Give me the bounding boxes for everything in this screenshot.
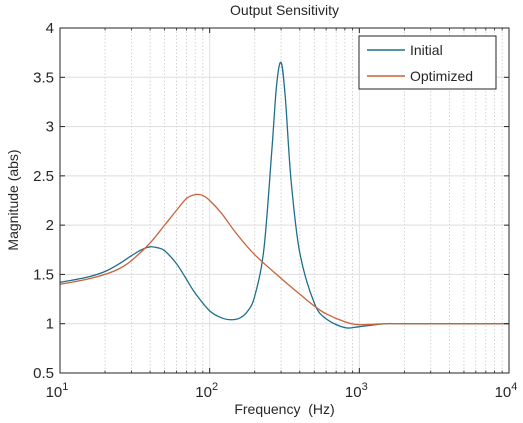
y-tick-label: 4	[46, 20, 54, 37]
x-axis-label: Frequency (Hz)	[234, 401, 334, 417]
y-tick-label: 3	[46, 119, 54, 136]
y-tick-labels: 0.5 1 1.5 2 2.5 3 3.5 4	[33, 20, 54, 382]
y-tick-label: 1	[46, 316, 54, 333]
y-axis-label: Magnitude (abs)	[5, 149, 21, 250]
legend-box	[358, 35, 497, 90]
chart-title: Output Sensitivity	[230, 2, 339, 18]
y-tick-label: 2	[46, 217, 54, 234]
axes-box	[59, 27, 510, 374]
series-line-optimized	[59, 193, 509, 326]
x-tick-label: 102	[195, 381, 218, 401]
x-tick-label: 103	[345, 381, 368, 401]
y-tick-label: 2.5	[33, 168, 54, 185]
x-tick-label: 104	[495, 381, 518, 401]
minor-grid	[104, 28, 503, 373]
tick-marks	[59, 27, 510, 374]
legend-label-optimized: Optimized	[410, 68, 473, 84]
series-layer	[59, 61, 509, 329]
y-tick-label: 0.5	[33, 365, 54, 382]
legend-label-initial: Initial	[410, 42, 443, 58]
x-tick-labels: 101 102 103 104	[46, 381, 518, 401]
y-tick-label: 1.5	[33, 266, 54, 283]
x-tick-label: 101	[46, 381, 69, 401]
y-tick-label: 3.5	[33, 69, 54, 86]
legend: Initial Optimized	[358, 35, 497, 90]
